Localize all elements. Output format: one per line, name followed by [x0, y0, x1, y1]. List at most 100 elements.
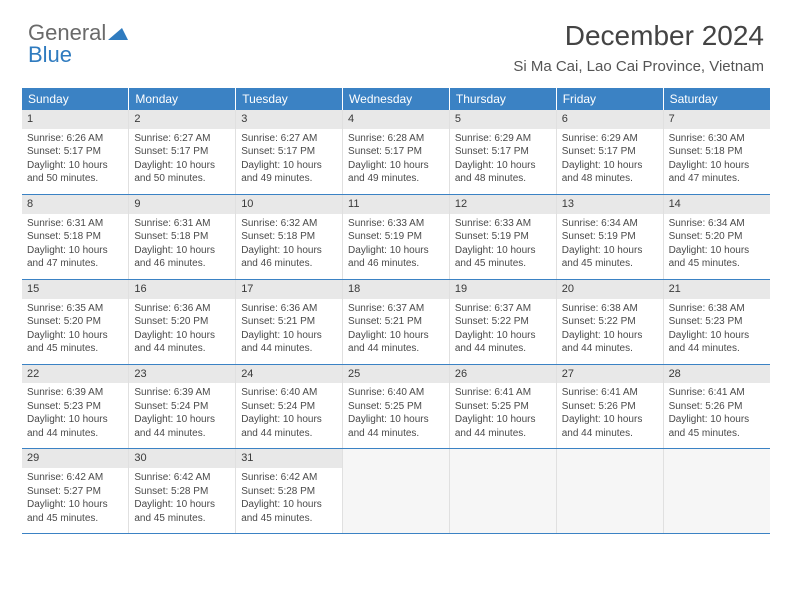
- sunset-text: Sunset: 5:20 PM: [669, 230, 765, 244]
- daylight-text: Daylight: 10 hours: [134, 413, 230, 427]
- calendar-day-cell: 31Sunrise: 6:42 AMSunset: 5:28 PMDayligh…: [236, 449, 343, 534]
- weekday-header: Saturday: [663, 88, 770, 110]
- daylight-text: and 45 minutes.: [134, 512, 230, 526]
- day-number: 17: [236, 280, 342, 299]
- daylight-text: Daylight: 10 hours: [348, 329, 444, 343]
- daylight-text: Daylight: 10 hours: [562, 159, 658, 173]
- daylight-text: Daylight: 10 hours: [669, 159, 765, 173]
- daylight-text: Daylight: 10 hours: [455, 329, 551, 343]
- sunrise-text: Sunrise: 6:33 AM: [455, 217, 551, 231]
- calendar-day-cell: .: [449, 449, 556, 534]
- daylight-text: and 45 minutes.: [241, 512, 337, 526]
- calendar-day-cell: 19Sunrise: 6:37 AMSunset: 5:22 PMDayligh…: [449, 279, 556, 364]
- calendar-day-cell: 20Sunrise: 6:38 AMSunset: 5:22 PMDayligh…: [556, 279, 663, 364]
- brand-triangle-icon: [108, 22, 128, 44]
- day-number: 13: [557, 195, 663, 214]
- daylight-text: Daylight: 10 hours: [27, 159, 123, 173]
- day-number: 7: [664, 110, 770, 129]
- weekday-header: Wednesday: [343, 88, 450, 110]
- daylight-text: Daylight: 10 hours: [669, 329, 765, 343]
- calendar-day-cell: 21Sunrise: 6:38 AMSunset: 5:23 PMDayligh…: [663, 279, 770, 364]
- calendar-week-row: 29Sunrise: 6:42 AMSunset: 5:27 PMDayligh…: [22, 449, 770, 534]
- calendar-table: Sunday Monday Tuesday Wednesday Thursday…: [22, 88, 770, 534]
- daylight-text: Daylight: 10 hours: [134, 159, 230, 173]
- sunrise-text: Sunrise: 6:38 AM: [562, 302, 658, 316]
- daylight-text: and 46 minutes.: [348, 257, 444, 271]
- calendar-day-cell: .: [343, 449, 450, 534]
- daylight-text: Daylight: 10 hours: [241, 498, 337, 512]
- daylight-text: and 44 minutes.: [455, 342, 551, 356]
- sunrise-text: Sunrise: 6:42 AM: [241, 471, 337, 485]
- daylight-text: Daylight: 10 hours: [455, 413, 551, 427]
- sunset-text: Sunset: 5:21 PM: [241, 315, 337, 329]
- sunset-text: Sunset: 5:26 PM: [562, 400, 658, 414]
- daylight-text: Daylight: 10 hours: [562, 413, 658, 427]
- daylight-text: Daylight: 10 hours: [348, 244, 444, 258]
- daylight-text: and 46 minutes.: [134, 257, 230, 271]
- weekday-header: Tuesday: [236, 88, 343, 110]
- daylight-text: and 50 minutes.: [27, 172, 123, 186]
- daylight-text: Daylight: 10 hours: [241, 244, 337, 258]
- calendar-day-cell: 14Sunrise: 6:34 AMSunset: 5:20 PMDayligh…: [663, 194, 770, 279]
- daylight-text: Daylight: 10 hours: [241, 329, 337, 343]
- sunrise-text: Sunrise: 6:42 AM: [134, 471, 230, 485]
- sunrise-text: Sunrise: 6:31 AM: [134, 217, 230, 231]
- weekday-header: Monday: [129, 88, 236, 110]
- calendar-day-cell: 29Sunrise: 6:42 AMSunset: 5:27 PMDayligh…: [22, 449, 129, 534]
- day-number: 11: [343, 195, 449, 214]
- day-number: 10: [236, 195, 342, 214]
- daylight-text: and 45 minutes.: [669, 427, 765, 441]
- sunset-text: Sunset: 5:17 PM: [27, 145, 123, 159]
- day-number: 16: [129, 280, 235, 299]
- calendar-day-cell: 3Sunrise: 6:27 AMSunset: 5:17 PMDaylight…: [236, 110, 343, 194]
- calendar-day-cell: 24Sunrise: 6:40 AMSunset: 5:24 PMDayligh…: [236, 364, 343, 449]
- calendar-week-row: 15Sunrise: 6:35 AMSunset: 5:20 PMDayligh…: [22, 279, 770, 364]
- weekday-header: Thursday: [449, 88, 556, 110]
- calendar-day-cell: 6Sunrise: 6:29 AMSunset: 5:17 PMDaylight…: [556, 110, 663, 194]
- calendar-day-cell: 2Sunrise: 6:27 AMSunset: 5:17 PMDaylight…: [129, 110, 236, 194]
- sunset-text: Sunset: 5:27 PM: [27, 485, 123, 499]
- sunset-text: Sunset: 5:22 PM: [562, 315, 658, 329]
- calendar-day-cell: 16Sunrise: 6:36 AMSunset: 5:20 PMDayligh…: [129, 279, 236, 364]
- day-number: 5: [450, 110, 556, 129]
- sunrise-text: Sunrise: 6:26 AM: [27, 132, 123, 146]
- day-number: 3: [236, 110, 342, 129]
- day-number: 28: [664, 365, 770, 384]
- calendar-day-cell: 17Sunrise: 6:36 AMSunset: 5:21 PMDayligh…: [236, 279, 343, 364]
- daylight-text: Daylight: 10 hours: [241, 413, 337, 427]
- sunrise-text: Sunrise: 6:28 AM: [348, 132, 444, 146]
- sunset-text: Sunset: 5:20 PM: [27, 315, 123, 329]
- sunrise-text: Sunrise: 6:42 AM: [27, 471, 123, 485]
- day-number: 27: [557, 365, 663, 384]
- calendar-day-cell: 4Sunrise: 6:28 AMSunset: 5:17 PMDaylight…: [343, 110, 450, 194]
- daylight-text: and 46 minutes.: [241, 257, 337, 271]
- sunrise-text: Sunrise: 6:32 AM: [241, 217, 337, 231]
- calendar-week-row: 8Sunrise: 6:31 AMSunset: 5:18 PMDaylight…: [22, 194, 770, 279]
- daylight-text: and 44 minutes.: [562, 427, 658, 441]
- day-number: 9: [129, 195, 235, 214]
- weekday-header-row: Sunday Monday Tuesday Wednesday Thursday…: [22, 88, 770, 110]
- sunset-text: Sunset: 5:25 PM: [348, 400, 444, 414]
- sunset-text: Sunset: 5:23 PM: [669, 315, 765, 329]
- daylight-text: Daylight: 10 hours: [27, 498, 123, 512]
- calendar-day-cell: 25Sunrise: 6:40 AMSunset: 5:25 PMDayligh…: [343, 364, 450, 449]
- calendar-day-cell: 5Sunrise: 6:29 AMSunset: 5:17 PMDaylight…: [449, 110, 556, 194]
- day-number: 1: [22, 110, 128, 129]
- calendar-day-cell: .: [556, 449, 663, 534]
- daylight-text: and 47 minutes.: [27, 257, 123, 271]
- sunrise-text: Sunrise: 6:40 AM: [348, 386, 444, 400]
- daylight-text: Daylight: 10 hours: [455, 159, 551, 173]
- day-number: 30: [129, 449, 235, 468]
- sunset-text: Sunset: 5:25 PM: [455, 400, 551, 414]
- daylight-text: Daylight: 10 hours: [455, 244, 551, 258]
- sunrise-text: Sunrise: 6:41 AM: [562, 386, 658, 400]
- sunrise-text: Sunrise: 6:33 AM: [348, 217, 444, 231]
- daylight-text: and 44 minutes.: [562, 342, 658, 356]
- sunset-text: Sunset: 5:28 PM: [134, 485, 230, 499]
- sunset-text: Sunset: 5:17 PM: [348, 145, 444, 159]
- day-number: 22: [22, 365, 128, 384]
- calendar-day-cell: 22Sunrise: 6:39 AMSunset: 5:23 PMDayligh…: [22, 364, 129, 449]
- daylight-text: and 44 minutes.: [241, 342, 337, 356]
- day-number: 18: [343, 280, 449, 299]
- sunrise-text: Sunrise: 6:39 AM: [27, 386, 123, 400]
